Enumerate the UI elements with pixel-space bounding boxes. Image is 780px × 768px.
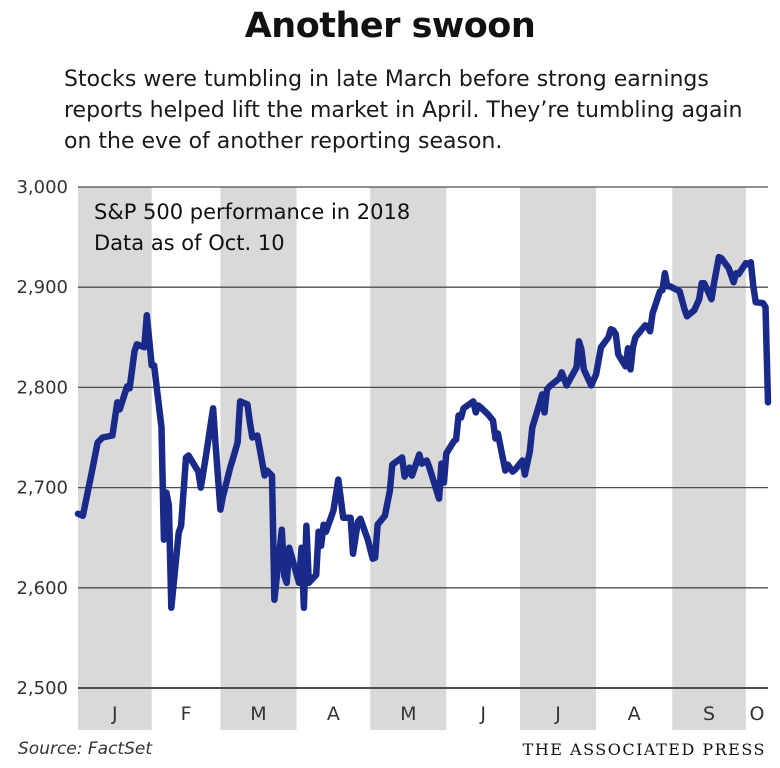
chart-note-2: Data as of Oct. 10 (94, 231, 285, 255)
x-tick-label: M (250, 703, 266, 725)
x-tick-label: S (703, 703, 715, 725)
source-note: Source: FactSet (18, 739, 153, 759)
chart-note-1: S&P 500 performance in 2018 (94, 200, 410, 224)
y-axis: 2,500 2,600 2,700 2,800 2,900 3,000 (16, 177, 68, 699)
x-tick-label: J (111, 703, 118, 725)
month-band (78, 187, 152, 730)
y-tick-label: 2,600 (16, 578, 68, 599)
chart-title: Another swoon (244, 6, 536, 46)
credit-line: THE ASSOCIATED PRESS (522, 740, 766, 759)
series-layer (74, 253, 772, 612)
x-tick-label: A (628, 703, 641, 725)
x-tick-label: F (181, 703, 192, 725)
y-tick-label: 2,700 (16, 478, 68, 499)
chart-subtitle: Stocks were tumbling in late March befor… (64, 67, 743, 154)
series-line (74, 253, 772, 612)
month-band (519, 187, 597, 730)
month-band (672, 187, 746, 730)
gridlines (78, 186, 768, 689)
y-tick-label: 2,500 (16, 678, 68, 699)
x-tick-label: A (327, 703, 340, 725)
y-tick-label: 3,000 (16, 177, 68, 198)
month-band (370, 187, 447, 730)
x-tick-label: J (479, 703, 486, 725)
x-tick-label: J (554, 703, 561, 725)
x-tick-label: M (400, 703, 416, 725)
month-bands (78, 187, 746, 730)
y-tick-label: 2,800 (16, 377, 68, 398)
x-tick-label: O (749, 703, 764, 725)
y-tick-label: 2,900 (16, 277, 68, 298)
